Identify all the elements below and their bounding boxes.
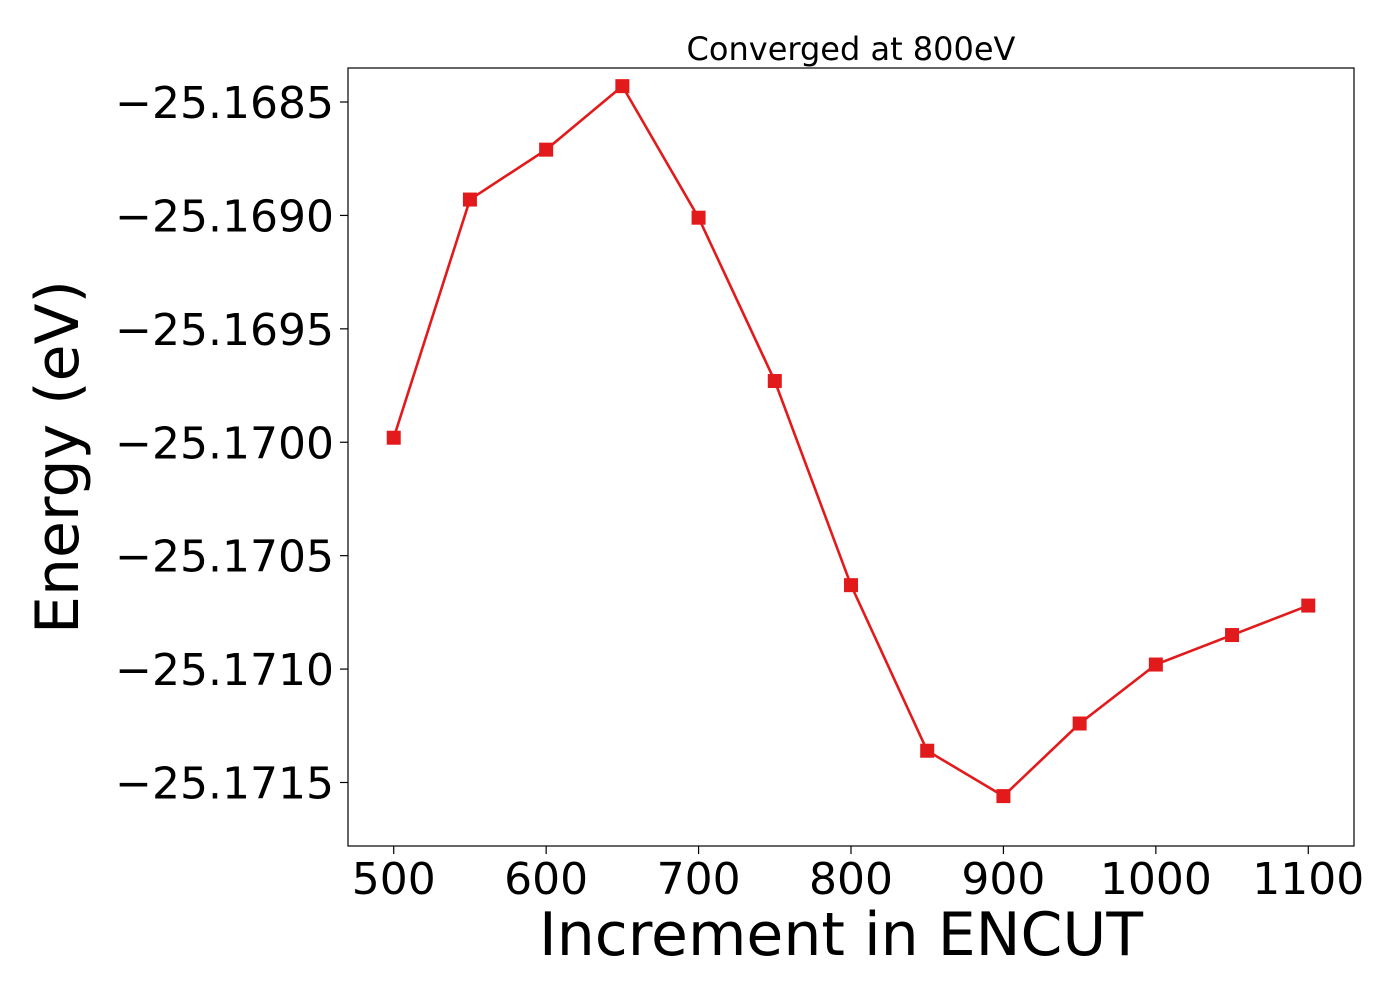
data-point-marker: [1072, 716, 1087, 731]
data-point-marker: [1148, 657, 1163, 672]
x-tick-label: 500: [352, 854, 436, 905]
y-tick-label: −25.1685: [115, 78, 334, 129]
data-point-marker: [767, 374, 782, 389]
x-axis: 500 600 700 800 900 1000 1100: [352, 846, 1364, 905]
x-axis-title: Increment in ENCUT: [539, 900, 1143, 970]
data-point-marker: [1225, 628, 1240, 643]
y-tick-label: −25.1715: [115, 758, 334, 809]
y-tick-label: −25.1705: [115, 532, 334, 583]
x-tick-label: 700: [657, 854, 741, 905]
data-point-marker: [462, 192, 477, 207]
x-tick-label: 900: [961, 854, 1045, 905]
y-tick-label: −25.1690: [115, 191, 334, 242]
data-point-marker: [920, 743, 935, 758]
data-point-marker: [691, 210, 706, 225]
data-point-marker: [1301, 598, 1316, 613]
y-tick-label: −25.1700: [115, 418, 334, 469]
y-axis: −25.1685 −25.1690 −25.1695 −25.1700 −25.1705…: [115, 78, 348, 809]
x-tick-label: 800: [809, 854, 893, 905]
plot-area-frame: [347, 67, 1355, 847]
data-point-marker: [615, 79, 630, 94]
data-point-marker: [539, 142, 554, 157]
series-group: [386, 79, 1316, 804]
x-tick-label: 600: [504, 854, 588, 905]
x-tick-label: 1100: [1252, 854, 1364, 905]
data-point-marker: [996, 789, 1011, 804]
y-tick-label: −25.1695: [115, 305, 334, 356]
data-point-marker: [844, 578, 858, 593]
data-point-marker: [386, 430, 401, 445]
x-tick-label: 1000: [1100, 854, 1212, 905]
y-tick-label: −25.1710: [115, 645, 334, 696]
y-axis-title: Energy (eV): [23, 280, 93, 634]
chart-title: Converged at 800eV: [687, 30, 1016, 68]
series-line: [392, 84, 1309, 798]
